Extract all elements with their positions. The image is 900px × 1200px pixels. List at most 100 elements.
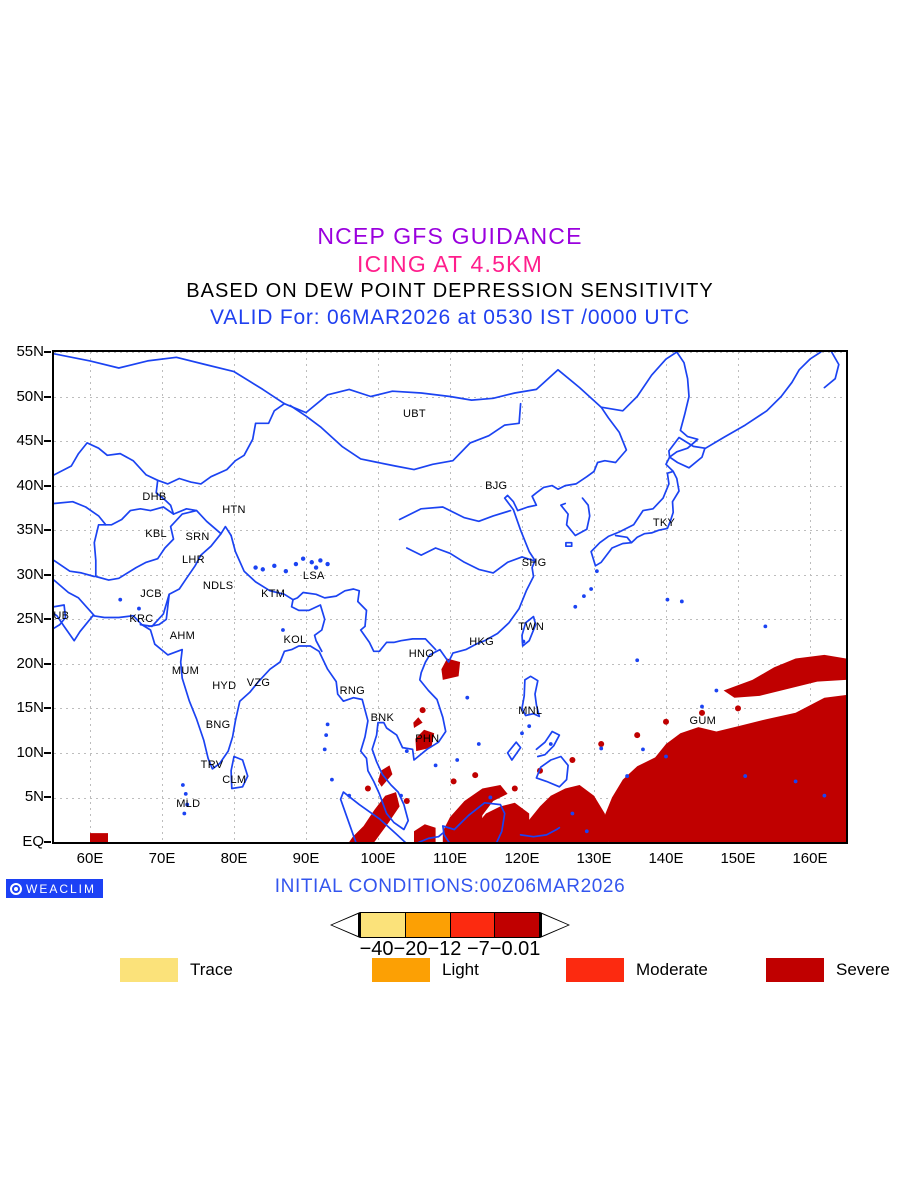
y-tick-label-10N: 10N [16, 743, 44, 761]
icing-severe-speck-8 [663, 718, 669, 725]
icing-severe-speck-0 [419, 707, 426, 714]
island-speck-14 [700, 704, 704, 709]
island-speck-0 [185, 802, 190, 807]
weaclim-label: WEACLIM [26, 881, 97, 896]
island-speck-9 [527, 724, 532, 729]
coast-taiwan [521, 615, 537, 647]
gridline-lat-55 [54, 352, 846, 353]
y-tick-mark-45N [44, 440, 51, 443]
x-tick-label-130E: 130E [576, 850, 612, 867]
legend-item-trace: Trace [120, 958, 233, 982]
y-tick-mark-40N [44, 484, 51, 487]
coast-sri-lanka [230, 755, 249, 790]
island-speck-29 [399, 793, 403, 798]
island-speck-6 [325, 722, 330, 727]
icing-severe-cambodia [413, 717, 423, 728]
island-speck-24 [476, 742, 481, 746]
x-tick-label-100E: 100E [360, 850, 396, 867]
city-label-hkg: HKG [469, 636, 494, 649]
city-label-ahm: AHM [169, 630, 196, 643]
city-label-rng: RNG [339, 685, 365, 698]
border-central-asia [54, 402, 286, 485]
icing-severe-speck-7 [634, 732, 641, 739]
colorbar-segment-3 [495, 913, 539, 937]
island-speck-19 [664, 754, 668, 759]
coast-visayas [535, 730, 561, 758]
island-speck-40 [137, 606, 141, 611]
y-tick-label-30N: 30N [16, 565, 44, 583]
island-speck-30 [521, 639, 526, 644]
city-label-kbl: KBL [145, 527, 167, 540]
x-tick-label-90E: 90E [292, 850, 320, 867]
title-block: NCEP GFS GUIDANCE ICING AT 4.5KM BASED O… [0, 222, 900, 331]
icing-severe-speck-3 [450, 778, 457, 785]
coast-iran-south [54, 579, 96, 617]
city-label-dhb: DHB [142, 491, 167, 504]
lake-tibet-1 [300, 556, 306, 561]
island-speck-17 [793, 779, 798, 784]
legend-swatch-severe [766, 958, 824, 982]
coast-sulawesi [519, 826, 561, 838]
lake-tibet-3 [318, 558, 323, 563]
title-model: NCEP GFS GUIDANCE [317, 223, 583, 249]
gridline-lon-150 [738, 352, 739, 842]
colorbar-segment-1 [405, 913, 451, 937]
lake-tibet-4 [272, 563, 277, 569]
coast-asia-south [54, 406, 628, 831]
colorbar-right-cap-icon [540, 912, 570, 938]
city-label-srn: SRN [185, 531, 210, 544]
coast-mindanao [535, 755, 569, 788]
legend-item-light: Light [372, 958, 479, 982]
island-speck-36 [679, 599, 684, 604]
coast-sumatra [339, 791, 407, 842]
map-canvas-wrap: UBT BJG TKY SHG TWN HKG HNO MNL GUM DHB KBL HTN SRN L… [54, 352, 846, 842]
icing-severe-somali-sea [90, 833, 108, 842]
island-speck-11 [548, 742, 553, 746]
y-tick-mark-5N [44, 796, 51, 799]
colorbar-tick-labels: −40−20−12 −7−0.01 [359, 938, 541, 960]
x-tick-label-120E: 120E [504, 850, 540, 867]
icing-severe-philippine-sea [522, 785, 609, 842]
island-speck-28 [404, 749, 409, 754]
city-label-dub: DUB [54, 610, 70, 623]
colorbar-segment-2 [450, 913, 496, 937]
coast-luzon [521, 675, 541, 718]
city-label-lhr: LHR [181, 554, 205, 567]
icing-severe-speck-1 [403, 798, 410, 805]
city-label-lsa: LSA [302, 570, 325, 583]
island-speck-20 [641, 747, 645, 752]
city-label-tky: TKY [652, 516, 676, 529]
border-iran-east [54, 559, 96, 578]
city-label-gum: GUM [689, 714, 717, 727]
coast-korea [560, 497, 591, 537]
gridline-lat-40 [54, 485, 846, 487]
legend-item-severe: Severe [766, 958, 890, 982]
river-huanghe [398, 506, 512, 523]
title-valid-time: VALID For: 06MAR2026 at 0530 IST /0000 U… [210, 306, 690, 329]
title-product: ICING AT 4.5KM [357, 251, 543, 277]
y-tick-label-35N: 35N [16, 521, 44, 539]
icing-severe-celebes [471, 802, 530, 842]
y-tick-label-40N: 40N [16, 476, 44, 494]
island-speck-18 [822, 793, 827, 798]
lake-tibet-7 [283, 568, 289, 574]
island-speck-10 [520, 731, 524, 736]
icing-severe-south-vietnam [415, 729, 435, 752]
city-label-twn: TWN [518, 621, 545, 634]
icing-severe-marianas [723, 654, 846, 698]
island-speck-13 [625, 774, 630, 778]
island-speck-26 [455, 758, 460, 762]
island-speck-33 [589, 587, 594, 591]
y-tick-mark-10N [44, 751, 51, 754]
legend-item-moderate: Moderate [566, 958, 708, 982]
city-label-jcb: JCB [140, 588, 162, 601]
lake-tibet-8 [313, 565, 319, 570]
x-tick-label-140E: 140E [648, 850, 684, 867]
icing-severe-west-pacific [601, 695, 846, 842]
y-tick-label-20N: 20N [16, 654, 44, 672]
icing-severe-speck-10 [735, 705, 741, 712]
colorbar-segments [360, 912, 540, 938]
gridline-lon-90 [306, 352, 307, 842]
island-speck-41 [118, 597, 123, 602]
